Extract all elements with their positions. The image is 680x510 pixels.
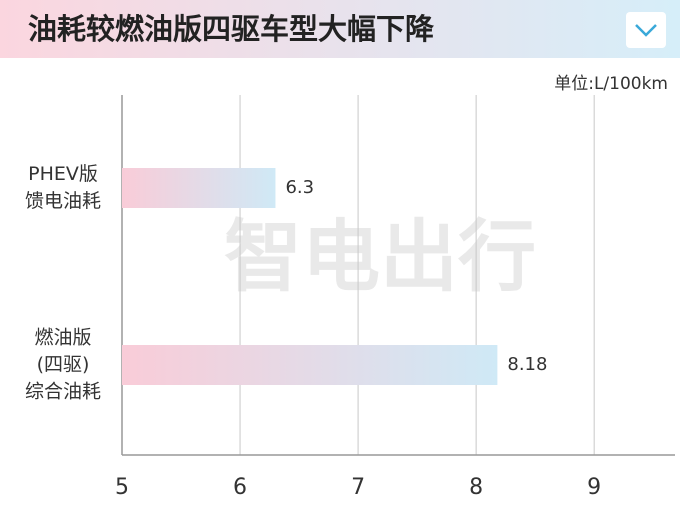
value-label: 6.3 [285, 177, 314, 198]
value-label: 8.18 [507, 354, 547, 375]
menu-button[interactable] [626, 12, 666, 48]
x-tick-label: 7 [351, 475, 365, 500]
unit-label: 单位:L/100km [554, 74, 668, 94]
title-banner [0, 0, 680, 58]
chevron-icon [635, 24, 657, 37]
x-tick-label: 5 [115, 475, 129, 500]
chart-title: 油耗较燃油版四驱车型大幅下降 [28, 12, 435, 46]
category-label: PHEV版 馈电油耗 [24, 163, 101, 212]
category-label: 燃油版 (四驱) 综合油耗 [24, 326, 101, 403]
x-tick-label: 8 [469, 475, 483, 500]
x-tick-label: 6 [233, 475, 247, 500]
x-tick-label: 9 [587, 475, 601, 500]
bar [122, 345, 498, 385]
watermark: 智电出行 [224, 212, 536, 302]
bar [122, 168, 276, 208]
